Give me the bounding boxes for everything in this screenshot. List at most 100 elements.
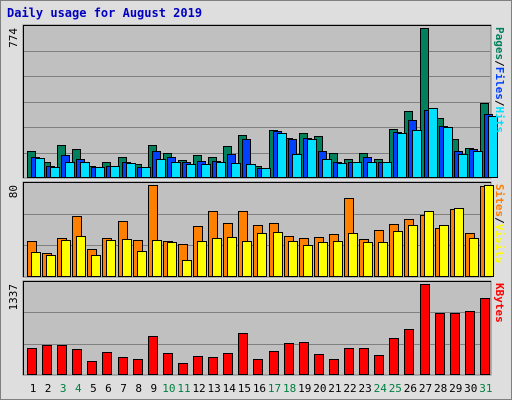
x-tick-label-day-12: 12 (192, 382, 205, 395)
bar-hits-day-22 (352, 162, 362, 178)
x-tick-label-day-7: 7 (120, 382, 127, 395)
x-tick-label-day-14: 14 (223, 382, 237, 395)
x-tick-label-day-15: 15 (238, 382, 251, 395)
bar-hits-day-7 (126, 163, 136, 178)
x-tick-label-day-31: 31 (479, 382, 492, 395)
bar-visits-day-26 (408, 225, 418, 277)
x-tick-label-day-17: 17 (268, 382, 281, 395)
bar-visits-day-25 (393, 231, 403, 277)
bar-visits-day-30 (469, 238, 479, 277)
bar-hits-day-28 (443, 127, 453, 178)
x-tick-label-day-11: 11 (177, 382, 190, 395)
bar-kbytes-day-15 (238, 333, 248, 375)
bar-hits-day-27 (428, 108, 438, 178)
bar-visits-day-21 (333, 241, 343, 277)
x-tick-label-day-8: 8 (135, 382, 142, 395)
bar-visits-day-9 (152, 240, 162, 277)
bar-visits-day-19 (303, 245, 313, 277)
bar-visits-day-28 (439, 225, 449, 277)
x-tick-label-day-1: 1 (30, 382, 37, 395)
x-tick-label-day-23: 23 (359, 382, 372, 395)
bar-visits-day-4 (76, 236, 86, 277)
legend-visits: Visits (493, 224, 506, 264)
y-max-label: 80 (7, 185, 20, 198)
bar-visits-day-12 (197, 241, 207, 277)
legend-1: Pages/Files/Hits (493, 27, 506, 133)
bar-kbytes-day-31 (480, 298, 490, 375)
bar-kbytes-day-29 (450, 313, 460, 375)
bar-hits-day-2 (50, 167, 60, 178)
bar-hits-day-30 (473, 151, 483, 178)
bar-kbytes-day-9 (148, 336, 158, 375)
x-tick-label-day-20: 20 (313, 382, 326, 395)
bar-visits-day-23 (363, 242, 373, 277)
legend-separator: / (493, 60, 506, 67)
legend-files: Files (493, 67, 506, 100)
bar-kbytes-day-2 (42, 345, 52, 375)
bar-hits-day-3 (65, 162, 75, 178)
bar-visits-day-18 (288, 241, 298, 277)
x-tick-label-day-30: 30 (464, 382, 477, 395)
x-tick-label-day-10: 10 (162, 382, 175, 395)
bar-kbytes-day-1 (27, 348, 37, 375)
bar-hits-day-18 (292, 154, 302, 178)
legend-sites: Sites (493, 184, 506, 217)
bar-visits-day-2 (46, 255, 56, 277)
bar-hits-day-17 (277, 133, 287, 178)
bar-kbytes-day-8 (133, 359, 143, 375)
legend-separator: / (493, 217, 506, 224)
bar-kbytes-day-25 (389, 338, 399, 375)
bar-kbytes-day-24 (374, 355, 384, 375)
bar-hits-day-21 (337, 163, 347, 178)
bar-kbytes-day-13 (208, 357, 218, 375)
bar-hits-day-19 (307, 139, 317, 178)
bar-kbytes-day-17 (269, 351, 279, 375)
bar-kbytes-day-18 (284, 343, 294, 375)
y-max-label: 774 (7, 28, 20, 48)
bar-kbytes-day-10 (163, 353, 173, 375)
bar-kbytes-day-14 (223, 353, 233, 375)
x-tick-label-day-21: 21 (328, 382, 341, 395)
bar-hits-day-24 (382, 162, 392, 178)
bar-hits-day-31 (488, 116, 498, 178)
chart-title: Daily usage for August 2019 (7, 6, 203, 20)
bar-hits-day-6 (110, 166, 120, 178)
bar-visits-day-22 (348, 233, 358, 277)
bar-visits-day-16 (257, 233, 267, 277)
bar-visits-day-13 (212, 238, 222, 277)
legend-separator: / (493, 100, 506, 107)
y-max-label: 1337 (7, 284, 20, 311)
bar-kbytes-day-12 (193, 356, 203, 375)
legend-pages: Pages (493, 27, 506, 60)
bar-visits-day-15 (242, 241, 252, 277)
x-tick-label-day-13: 13 (208, 382, 221, 395)
x-tick-label-day-22: 22 (343, 382, 356, 395)
bar-hits-day-5 (95, 167, 105, 178)
x-tick-label-day-2: 2 (45, 382, 52, 395)
bar-hits-day-20 (322, 159, 332, 178)
x-tick-label-day-29: 29 (449, 382, 462, 395)
bar-hits-day-13 (216, 162, 226, 178)
bar-kbytes-day-22 (344, 348, 354, 375)
legend-hits: Hits (493, 107, 506, 134)
bar-hits-day-26 (412, 130, 422, 178)
bar-kbytes-day-20 (314, 354, 324, 375)
x-tick-label-day-6: 6 (105, 382, 112, 395)
x-tick-label-day-24: 24 (374, 382, 388, 395)
bar-hits-day-8 (141, 167, 151, 178)
bar-hits-day-9 (156, 159, 166, 178)
bar-kbytes-day-11 (178, 363, 188, 375)
x-tick-label-day-28: 28 (434, 382, 447, 395)
bar-hits-day-29 (458, 154, 468, 178)
bar-visits-day-10 (167, 242, 177, 277)
bar-hits-day-1 (35, 158, 45, 178)
bar-visits-day-5 (91, 255, 101, 277)
x-tick-label-day-19: 19 (298, 382, 311, 395)
bar-kbytes-day-5 (87, 361, 97, 375)
bar-kbytes-day-26 (404, 329, 414, 375)
bar-visits-day-20 (318, 242, 328, 277)
bar-visits-day-17 (273, 232, 283, 277)
bar-hits-day-4 (80, 162, 90, 178)
bar-hits-day-25 (397, 133, 407, 178)
